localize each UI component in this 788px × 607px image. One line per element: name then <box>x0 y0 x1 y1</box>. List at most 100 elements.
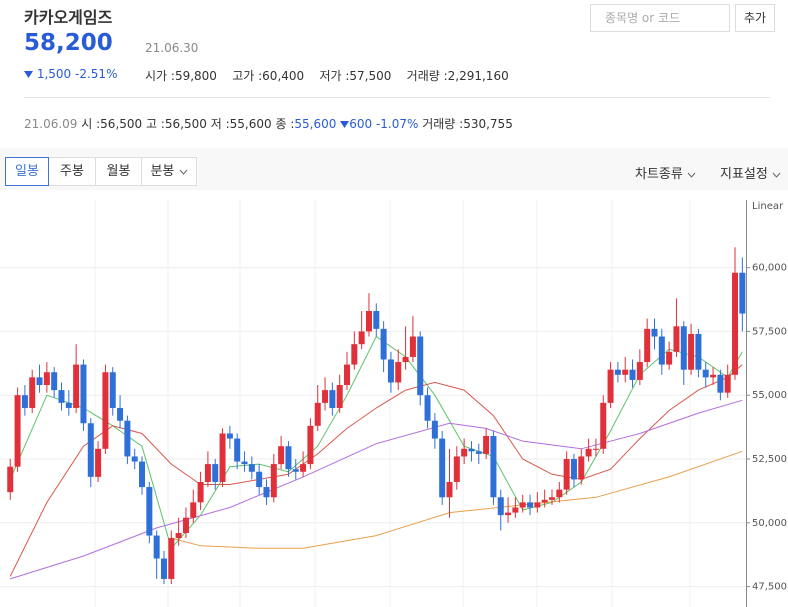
day-value: 56,500 <box>164 117 207 131</box>
change-rate: -2.51% <box>75 67 118 81</box>
candle-body <box>395 362 402 383</box>
candle-body <box>710 374 717 378</box>
moving-average <box>171 450 743 549</box>
moving-average <box>10 399 743 580</box>
candle-body <box>548 497 555 500</box>
candle-body <box>592 448 599 450</box>
candle-body <box>527 502 534 508</box>
candle-body <box>644 328 651 363</box>
candle-body <box>453 456 460 482</box>
stat-value: 2,291,160 <box>447 69 509 83</box>
candle-body <box>585 448 592 457</box>
candle-body <box>629 369 636 380</box>
candle-body <box>226 433 233 439</box>
candle-body <box>658 336 665 365</box>
candle-body <box>336 385 343 408</box>
volume-value: 530,755 <box>463 117 513 131</box>
price: 58,200 <box>24 30 113 56</box>
tab-dropdown[interactable]: 분봉 <box>141 157 197 186</box>
candle-body <box>651 328 658 337</box>
candle-body <box>87 423 94 477</box>
stat-value: 59,800 <box>174 69 217 83</box>
candle-body <box>241 461 248 465</box>
candle-body <box>380 328 387 360</box>
candle-body <box>285 446 292 470</box>
candle-body <box>36 377 43 385</box>
candle-body <box>732 272 739 375</box>
candle-body <box>351 344 358 365</box>
day-date: 21.06.09 <box>24 117 78 131</box>
candle-body <box>139 461 146 488</box>
menu[interactable]: 지표설정 <box>720 163 781 182</box>
candle-body <box>724 374 731 393</box>
moving-average <box>9 364 743 577</box>
candle-body <box>622 369 629 375</box>
search-input[interactable]: 종목명 or 코드 <box>590 4 730 32</box>
candle-body <box>197 481 204 503</box>
candle-body <box>80 364 87 424</box>
candle-body <box>292 469 299 472</box>
y-tick-label: 55,000 <box>752 390 787 401</box>
candle-body <box>468 448 475 452</box>
candle-body <box>212 464 219 482</box>
candle-body <box>666 351 673 365</box>
stat-label: 고가 : <box>232 69 263 83</box>
day-label: 시 : <box>81 117 101 131</box>
candle-body <box>7 466 14 493</box>
y-tick-label: 60,000 <box>752 263 787 274</box>
candle-body <box>717 374 724 393</box>
candle-body <box>307 425 314 465</box>
candle-body <box>314 402 321 426</box>
candle-body <box>344 364 351 385</box>
stat-label: 시가 : <box>145 69 175 83</box>
candle-body <box>387 359 394 383</box>
candle-body <box>29 377 36 408</box>
y-tick-label: 57,500 <box>752 326 787 337</box>
chevron <box>772 172 781 178</box>
candle-body <box>534 502 541 508</box>
candle-body <box>190 502 197 518</box>
candle-body <box>182 517 189 533</box>
y-tick-label: 52,500 <box>752 454 787 465</box>
candle-body <box>248 464 255 472</box>
add-button[interactable]: 추가 <box>735 4 775 32</box>
candle-body <box>636 362 643 380</box>
scale-label: Linear <box>752 201 784 212</box>
candle-body <box>446 481 453 498</box>
y-tick-label: 47,500 <box>752 582 787 593</box>
candle-body <box>131 456 138 462</box>
stat-label: 저가 : <box>319 69 350 83</box>
candle-body <box>358 331 365 345</box>
day-info: 21.06.09 시 :56,500 고 :56,500 저 :55,600 종… <box>24 115 513 132</box>
candle-body <box>14 395 21 467</box>
candle-body <box>702 369 709 378</box>
day-value: 55,600 <box>229 117 272 131</box>
change: 1,500 -2.51% <box>24 67 117 81</box>
menu[interactable]: 차트종류 <box>635 163 696 182</box>
candle-body <box>175 533 182 539</box>
candle-body <box>431 420 438 439</box>
candle-body <box>21 395 28 408</box>
candle-body <box>204 464 211 482</box>
candle-body <box>439 438 446 498</box>
change-value: 1,500 <box>36 67 72 81</box>
candle-body <box>417 336 424 396</box>
day-value: 55,600 <box>294 117 337 131</box>
candle-body <box>673 326 680 352</box>
candle-body <box>365 311 372 332</box>
y-tick-label: 50,000 <box>752 518 787 529</box>
candle-body <box>373 311 380 329</box>
down-arrow <box>340 121 350 128</box>
candle-body <box>256 471 263 488</box>
candle-body <box>153 535 160 559</box>
day-label: 고 : <box>146 117 165 131</box>
menu-label: 차트종류 <box>635 167 683 182</box>
candle-body <box>146 487 153 536</box>
stat-label: 거래량 : <box>406 69 448 83</box>
stock-name: 카카오게임즈 <box>24 8 113 27</box>
tab[interactable]: 일봉 <box>5 157 49 186</box>
candle-body <box>607 369 614 403</box>
tab[interactable]: 월봉 <box>95 157 142 186</box>
candle-body <box>563 459 570 490</box>
